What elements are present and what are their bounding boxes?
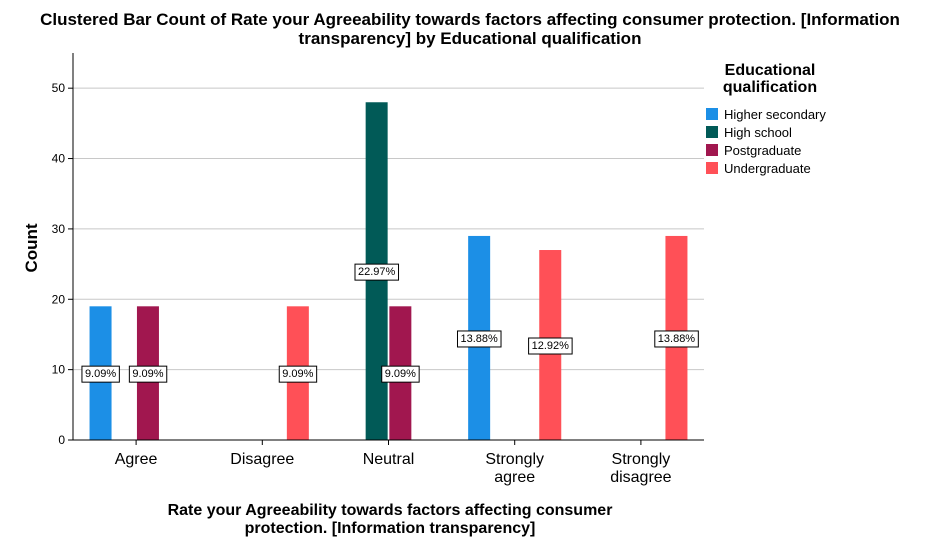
- data-label: 13.88%: [460, 333, 498, 345]
- data-label-box: [381, 365, 420, 383]
- x-axis-label-line-1: Rate your Agreeability towards factors a…: [167, 502, 613, 519]
- y-tick-label: 50: [52, 81, 66, 95]
- y-tick-label: 20: [52, 292, 66, 306]
- x-tick-label: agree: [494, 469, 535, 486]
- chart-title-line-2: transparency] by Educational qualificati…: [298, 29, 642, 48]
- x-tick-label: Strongly: [485, 451, 544, 468]
- x-tick-label: Disagree: [230, 451, 294, 468]
- legend-item: Higher secondary: [706, 105, 826, 123]
- legend: Higher secondary High school Postgraduate U…: [706, 105, 826, 177]
- legend-swatch: [706, 162, 718, 174]
- legend-item: High school: [706, 123, 826, 141]
- y-tick-label: 10: [52, 363, 66, 377]
- x-axis-label: Rate your Agreeability towards factors a…: [80, 502, 700, 538]
- x-tick-label: Agree: [115, 451, 158, 468]
- data-label-box: [278, 365, 318, 383]
- y-tick-label: 30: [52, 222, 66, 236]
- legend-label: Postgraduate: [724, 142, 802, 158]
- chart-title: Clustered Bar Count of Rate your Agreeab…: [0, 10, 940, 48]
- y-tick-label: 40: [52, 152, 66, 166]
- data-label: 9.09%: [282, 368, 313, 380]
- data-label: 9.09%: [85, 368, 116, 380]
- y-tick-label: 0: [58, 433, 65, 447]
- legend-label: Higher secondary: [724, 106, 826, 122]
- legend-item: Postgraduate: [706, 141, 826, 159]
- legend-title-line-2: qualification: [722, 79, 818, 96]
- data-label: 9.09%: [385, 368, 416, 380]
- x-tick-label: Strongly: [612, 451, 671, 468]
- legend-swatch: [706, 108, 718, 120]
- legend-item: Undergraduate: [706, 159, 826, 177]
- data-label-box: [128, 365, 168, 383]
- data-label-box: [654, 330, 699, 348]
- legend-swatch: [706, 144, 718, 156]
- data-label-box: [528, 337, 573, 355]
- legend-title-line-1: Educational: [724, 62, 816, 79]
- data-label: 13.88%: [658, 333, 696, 345]
- chart-title-line-1: Clustered Bar Count of Rate your Agreeab…: [40, 10, 900, 29]
- data-label: 12.92%: [532, 340, 570, 352]
- x-axis-label-line-2: protection. [Information transparency]: [244, 520, 536, 537]
- data-label-box: [456, 330, 502, 348]
- data-label: 9.09%: [132, 368, 163, 380]
- x-tick-label: disagree: [610, 469, 671, 486]
- data-label: 22.97%: [358, 266, 396, 278]
- legend-label: High school: [724, 124, 792, 140]
- data-label-box: [81, 365, 120, 383]
- legend-title: Educational qualification: [708, 62, 832, 96]
- legend-swatch: [706, 126, 718, 138]
- y-axis-label: Count: [22, 223, 41, 272]
- legend-label: Undergraduate: [724, 160, 811, 176]
- x-tick-label: Neutral: [363, 451, 415, 468]
- data-label-box: [354, 263, 400, 281]
